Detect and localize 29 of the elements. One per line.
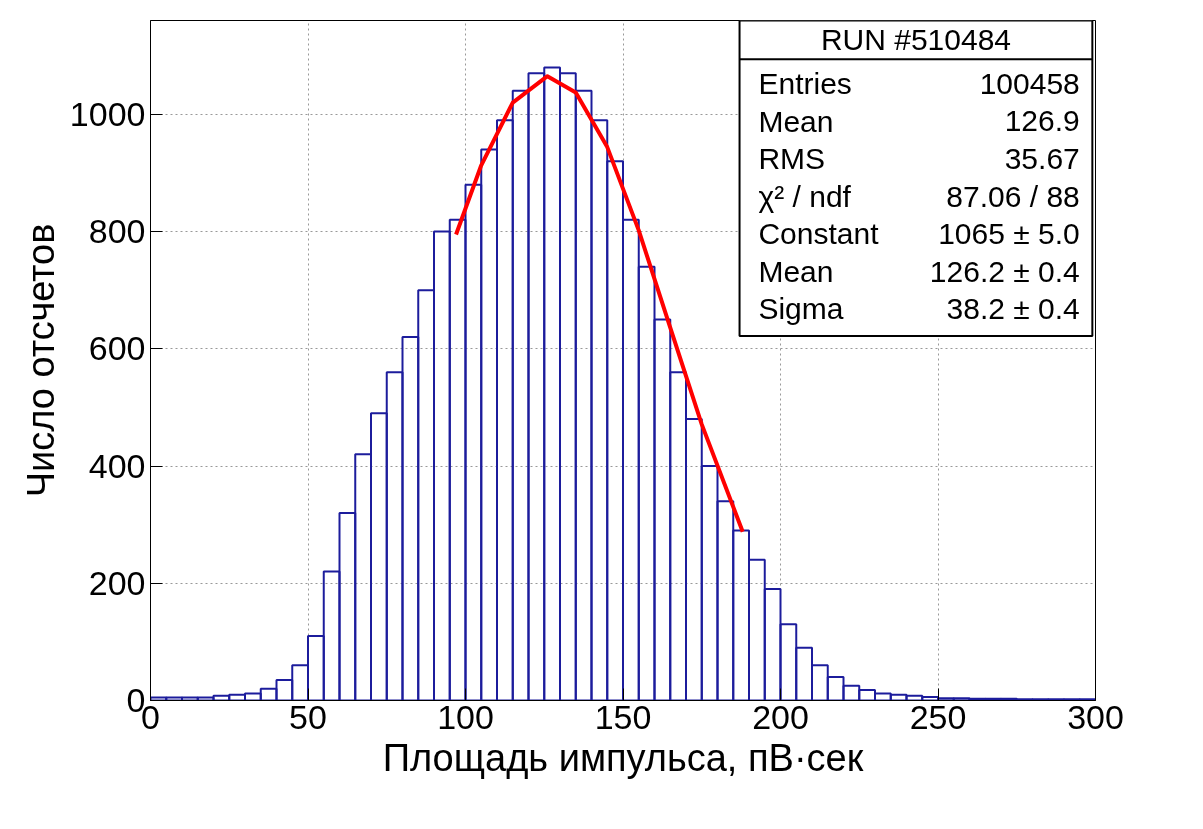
- line-series: [454, 74, 745, 534]
- x-tick-label: 200: [752, 697, 809, 736]
- annotation: Mean: [758, 104, 834, 138]
- x-tick-label: 50: [289, 697, 327, 736]
- y-tick-label: 600: [88, 329, 146, 368]
- x-tick-label: 150: [594, 697, 652, 736]
- annotation: 100458: [979, 66, 1080, 100]
- x-tick-label: 300: [1067, 697, 1124, 736]
- annotation: 38.2 ± 0.4: [946, 292, 1080, 326]
- annotation: Mean: [758, 254, 834, 288]
- x-tick-label: 250: [909, 697, 967, 736]
- y-tick-label: 400: [88, 446, 146, 485]
- y-tick-label: 1000: [69, 94, 146, 133]
- y-tick-label: 800: [88, 212, 146, 251]
- y-tick-label: 200: [88, 563, 146, 602]
- annotation: 87.06 / 88: [946, 179, 1080, 213]
- annotation: RMS: [758, 142, 826, 176]
- annotation: χ² / ndf: [758, 179, 852, 213]
- annotation: 126.2 ± 0.4: [929, 254, 1080, 288]
- annotation: 126.9: [1004, 104, 1080, 138]
- x-axis-title: Площадь импульса, пВ·сек: [382, 736, 864, 779]
- annotation: Sigma: [758, 292, 844, 326]
- annotation: 1065 ± 5.0: [938, 217, 1080, 251]
- annotation: Constant: [758, 217, 880, 251]
- annotation: Entries: [758, 67, 852, 101]
- y-axis-title: Число отсчетов: [19, 223, 62, 498]
- annotation: RUN #510484: [820, 23, 1012, 57]
- annotation: 35.67: [1004, 141, 1080, 175]
- x-tick-label: 100: [437, 697, 494, 736]
